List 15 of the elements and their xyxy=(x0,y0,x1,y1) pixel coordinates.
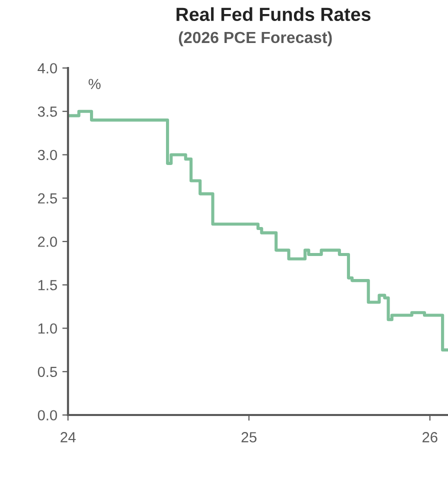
y-tick-label: 1.5 xyxy=(38,280,57,290)
y-axis-title: % xyxy=(88,78,101,90)
x-tick-label: 26 xyxy=(422,432,438,442)
x-tick-label: 25 xyxy=(242,432,256,442)
y-tick-label: 1.0 xyxy=(38,323,58,334)
y-tick-label: 3.0 xyxy=(38,150,58,160)
y-tick-label: 0.0 xyxy=(38,410,58,420)
y-tick-label: 2.5 xyxy=(38,193,57,204)
chart-subtitle: (2026 PCE Forecast) xyxy=(178,31,332,46)
chart-title: Real Fed Funds Rates xyxy=(176,7,370,22)
y-tick-label: 4.0 xyxy=(38,63,58,74)
y-tick-label: 0.5 xyxy=(38,366,57,378)
y-tick-label: 3.5 xyxy=(38,106,57,117)
y-tick-label: 2.0 xyxy=(38,236,58,247)
x-tick-label: 24 xyxy=(60,432,76,442)
